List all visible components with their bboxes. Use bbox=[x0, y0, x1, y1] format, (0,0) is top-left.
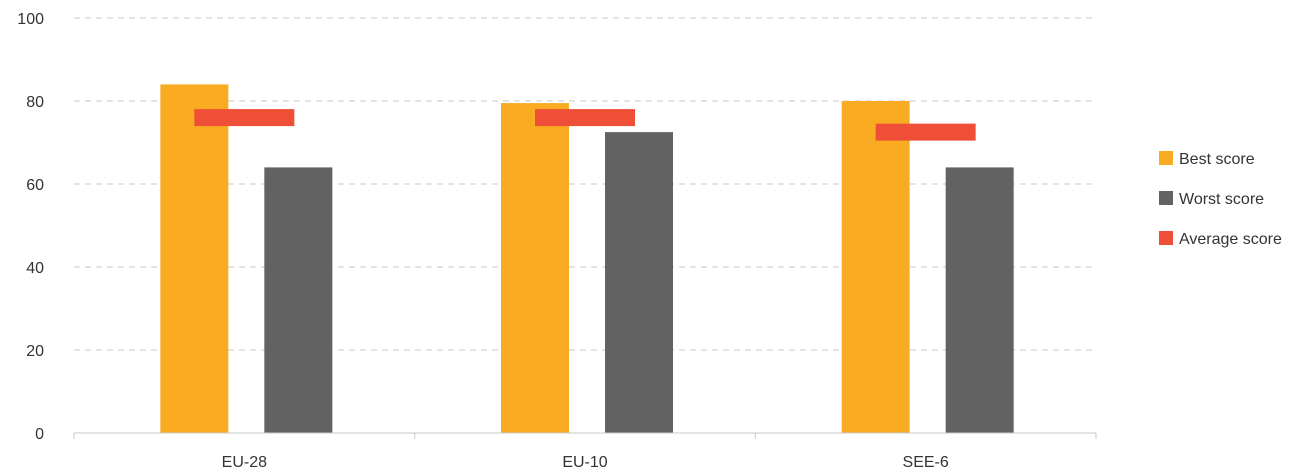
y-axis: 0 20 40 60 80 100 bbox=[17, 11, 44, 443]
worst-score-bar bbox=[605, 132, 673, 433]
bars bbox=[160, 84, 1014, 434]
best-score-bar bbox=[501, 103, 569, 433]
worst-score-bar bbox=[264, 167, 333, 433]
average-score-marker bbox=[194, 109, 295, 127]
best-score-bar bbox=[841, 101, 910, 433]
x-tick-label: SEE-6 bbox=[903, 454, 949, 471]
y-tick-label: 60 bbox=[26, 177, 44, 194]
legend-swatch-best-score bbox=[1159, 151, 1173, 165]
y-tick-label: 0 bbox=[35, 426, 44, 443]
legend-label-best-score: Best score bbox=[1179, 151, 1255, 168]
legend-swatch-worst-score bbox=[1159, 191, 1173, 205]
legend-label-average-score: Average score bbox=[1179, 231, 1282, 248]
x-axis: EU-28 EU-10 SEE-6 bbox=[73, 432, 1097, 471]
worst-score-bar bbox=[945, 167, 1014, 433]
y-tick-label: 80 bbox=[26, 94, 44, 111]
y-tick-label: 100 bbox=[17, 11, 44, 28]
y-tick-label: 40 bbox=[26, 260, 44, 277]
legend-swatch-average-score bbox=[1159, 231, 1173, 245]
average-score-marker bbox=[875, 123, 976, 141]
average-score-marker bbox=[535, 109, 635, 127]
y-tick-label: 20 bbox=[26, 343, 44, 360]
legend: Best score Worst score Average score bbox=[1159, 151, 1282, 248]
x-tick-label: EU-10 bbox=[562, 454, 607, 471]
x-tick-label: EU-28 bbox=[222, 454, 267, 471]
best-score-bar bbox=[160, 84, 229, 434]
legend-label-worst-score: Worst score bbox=[1179, 191, 1264, 208]
gridlines bbox=[74, 17, 1096, 351]
